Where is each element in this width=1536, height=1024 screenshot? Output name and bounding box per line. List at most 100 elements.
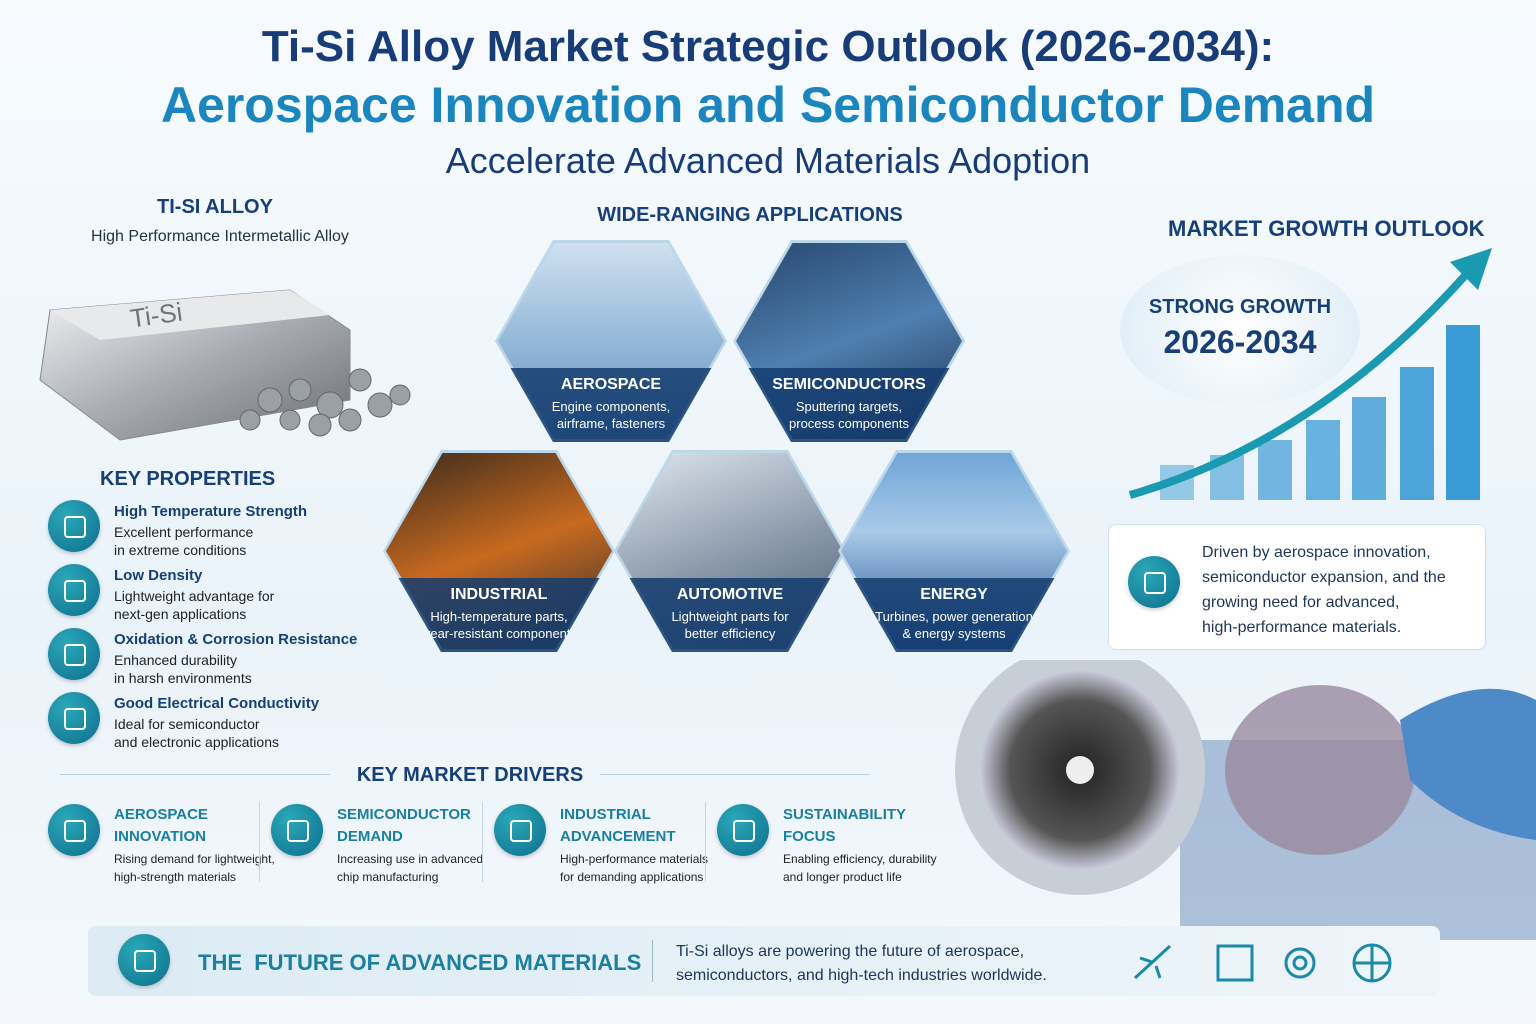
property-line: and electronic applications [114, 734, 279, 750]
application-tile: AEROSPACE Engine components, airframe, fas… [495, 240, 727, 442]
footer-icon [118, 934, 170, 986]
driver-line: high-strength materials [114, 870, 237, 884]
driver-title-line: DEMAND [337, 828, 403, 845]
application-name: ENERGY [920, 586, 988, 603]
footer-title: THE FUTURE OF ADVANCED MATERIALS [198, 950, 642, 975]
application-name: AUTOMOTIVE [676, 586, 784, 603]
growth-text: Driven by aerospace innovation, semicondu… [1202, 540, 1446, 640]
application-desc: Engine components, airframe, fasteners [495, 398, 727, 432]
driver-line: for demanding applications [560, 870, 704, 884]
application-tile: INDUSTRIAL High-temperature parts, wear-re… [383, 450, 615, 652]
driver-title: INDUSTRIAL ADVANCEMENT [560, 804, 676, 848]
divider [482, 802, 483, 882]
alloy-title: TI-SI ALLOY [157, 196, 273, 218]
application-desc: Sputtering targets, process components [733, 398, 965, 432]
divider [652, 940, 653, 982]
driver-desc: Increasing use in advanced chip manufactu… [337, 850, 483, 886]
application-line: better efficiency [684, 626, 776, 641]
property-line: next-gen applications [114, 606, 247, 622]
driver-line: and longer product life [783, 870, 902, 884]
property-desc: Lightweight advantage for next-gen applic… [114, 587, 274, 623]
growth-line: high-performance materials. [1202, 619, 1402, 636]
application-tile: AUTOMOTIVE Lightweight parts for better ef… [614, 450, 846, 652]
driver-icon [494, 804, 546, 856]
application-name: INDUSTRIAL [450, 586, 548, 603]
footer-icons [1133, 943, 1392, 983]
growth-badge-label: STRONG GROWTH [1148, 296, 1332, 318]
driver-icon [271, 804, 323, 856]
application-name: AEROSPACE [560, 376, 662, 393]
driver-title: AEROSPACE INNOVATION [114, 804, 208, 848]
driver-desc: Enabling efficiency, durability and longe… [783, 850, 937, 886]
property-icon [48, 500, 100, 552]
photo-illustration [955, 660, 1536, 940]
application-line: Sputtering targets, [795, 399, 903, 414]
alloy-subtitle: High Performance Intermetallic Alloy [91, 228, 349, 245]
title-line: Accelerate Advanced Materials Adoption [445, 140, 1091, 181]
property-title: Low Density [114, 567, 203, 584]
property-line: Excellent performance [114, 524, 254, 540]
driver-icon [48, 804, 100, 856]
driver-desc: High-performance materials for demanding … [560, 850, 708, 886]
application-line: Turbines, power generation [875, 609, 1033, 624]
driver-title: SEMICONDUCTOR DEMAND [337, 804, 471, 848]
driver-title-line: FOCUS [783, 828, 836, 845]
application-line: wear-resistant components [420, 626, 578, 641]
driver-line: High-performance materials [560, 852, 709, 866]
property-icon [48, 628, 100, 680]
property-desc: Enhanced durability in harsh environments [114, 651, 252, 687]
property-line: in harsh environments [114, 670, 252, 686]
application-desc: Lightweight parts for better efficiency [614, 608, 846, 642]
application-line: High-temperature parts, [430, 609, 568, 624]
divider [259, 802, 260, 882]
growth-card [1108, 524, 1486, 650]
application-desc: Turbines, power generation & energy syste… [838, 608, 1070, 642]
application-tile: ENERGY Turbines, power generation & energy… [838, 450, 1070, 652]
property-line: in extreme conditions [114, 542, 247, 558]
driver-desc: Rising demand for lightweight, high-stren… [114, 850, 275, 886]
driver-line: Enabling efficiency, durability [783, 852, 937, 866]
growth-line: Driven by aerospace innovation, [1202, 544, 1431, 561]
driver-title-line: AEROSPACE [114, 806, 208, 823]
divider [705, 802, 706, 882]
property-desc: Ideal for semiconductor and electronic ap… [114, 715, 279, 751]
driver-title-line: ADVANCEMENT [560, 828, 676, 845]
growth-line: semiconductor expansion, and the [1202, 569, 1446, 586]
application-line: airframe, fasteners [556, 416, 666, 431]
growth-illustration [1128, 248, 1492, 500]
growth-badge-years: 2026-2034 [1163, 324, 1317, 360]
growth-line: growing need for advanced, [1202, 594, 1400, 611]
application-line: process components [789, 416, 909, 431]
footer-text: Ti-Si alloys are powering the future of … [676, 940, 1047, 988]
application-line: Lightweight parts for [671, 609, 789, 624]
applications-title: WIDE-RANGING APPLICATIONS [597, 204, 903, 226]
driver-title-line: INDUSTRIAL [560, 806, 651, 823]
property-line: Lightweight advantage for [114, 588, 275, 604]
application-line: Engine components, [551, 399, 671, 414]
divider [60, 774, 330, 775]
property-icon [48, 564, 100, 616]
property-line: Enhanced durability [114, 652, 237, 668]
driver-icon [717, 804, 769, 856]
property-title: Oxidation & Corrosion Resistance [114, 631, 358, 648]
property-icon [48, 692, 100, 744]
footer-line: semiconductors, and high-tech industries… [676, 967, 1047, 984]
property-desc: Excellent performance in extreme conditio… [114, 523, 253, 559]
properties-title: KEY PROPERTIES [100, 468, 276, 490]
divider [600, 774, 870, 775]
driver-title-line: SUSTAINABILITY [783, 806, 907, 823]
drivers-title: KEY MARKET DRIVERS [356, 764, 584, 786]
driver-line: Rising demand for lightweight, [114, 852, 275, 866]
ingot-illustration [39, 289, 411, 441]
property-title: High Temperature Strength [114, 503, 308, 520]
growth-icon [1128, 556, 1180, 608]
driver-title: SUSTAINABILITY FOCUS [783, 804, 906, 848]
application-name: SEMICONDUCTORS [772, 376, 926, 393]
property-line: Ideal for semiconductor [114, 716, 260, 732]
growth-badge [1120, 255, 1360, 405]
application-desc: High-temperature parts, wear-resistant co… [383, 608, 615, 642]
footer-line: Ti-Si alloys are powering the future of … [676, 943, 1025, 960]
footer-bar [88, 926, 1440, 996]
driver-line: Increasing use in advanced [337, 852, 484, 866]
